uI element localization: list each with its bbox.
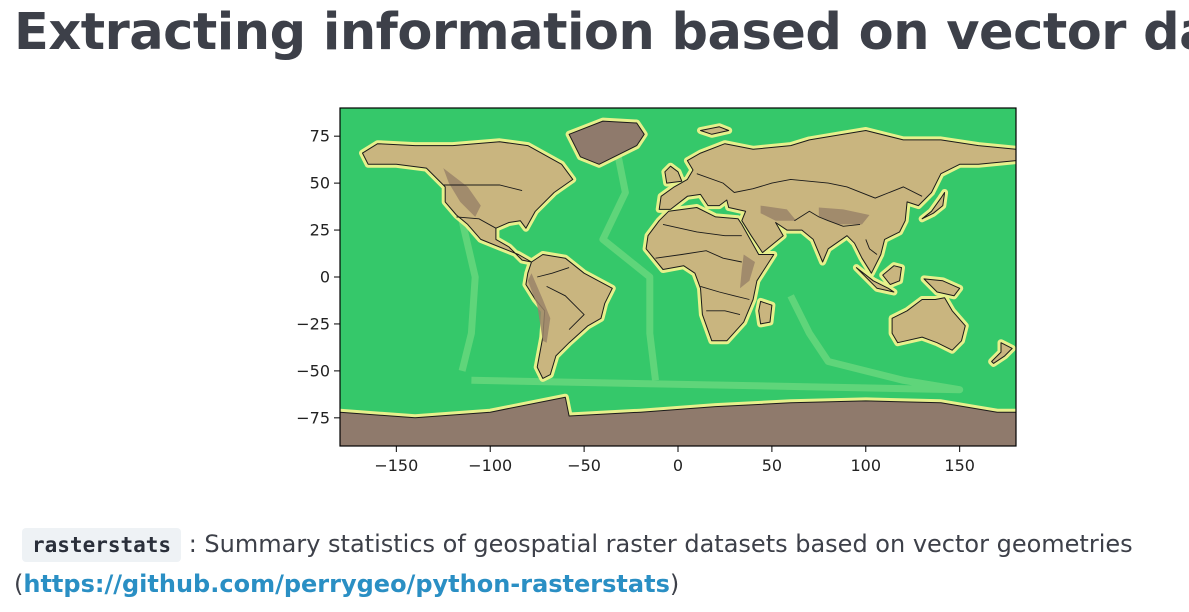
land-eurasia	[658, 130, 1016, 274]
land-indonesia-west	[855, 267, 895, 293]
country-border	[546, 285, 585, 330]
y-axis: 75 50 25 0 −25 −50 −75	[296, 127, 340, 427]
x-tick-label: 50	[762, 456, 782, 475]
y-tick-label: −50	[296, 361, 330, 380]
land-japan	[921, 192, 946, 220]
highland-andes	[527, 273, 551, 343]
world-elevation-map: 75 50 25 0 −25 −50 −75 −150 −100 −50 0 50 100 150	[296, 107, 1017, 475]
land-borneo	[882, 265, 902, 285]
country-border	[696, 173, 923, 199]
y-tick-label: 75	[310, 127, 330, 146]
x-tick-label: −150	[374, 456, 418, 475]
highland-east-africa-highlands	[740, 254, 755, 289]
caption-description: : Summary statistics of geospatial raste…	[181, 530, 1133, 558]
x-tick-label: 0	[673, 456, 683, 475]
highland-iranian-plateau	[760, 205, 797, 221]
ocean-ridge	[599, 126, 659, 381]
caption: rasterstats : Summary statistics of geos…	[14, 524, 1184, 604]
land-svalbard	[700, 126, 730, 135]
country-border	[537, 267, 570, 278]
country-border	[655, 250, 742, 263]
highland-tibetan-plateau	[818, 207, 870, 225]
land-new-guinea	[923, 278, 961, 297]
country-border	[794, 210, 861, 227]
land-africa	[645, 207, 775, 342]
land-new-zealand	[991, 342, 1013, 364]
country-border	[706, 310, 741, 316]
link-close-paren: )	[669, 570, 680, 598]
x-axis: −150 −100 −50 0 50 100 150	[374, 446, 975, 475]
land-british-isles	[664, 165, 683, 184]
ocean-ridge	[471, 294, 964, 394]
country-border	[662, 223, 742, 237]
y-tick-label: 25	[310, 221, 330, 240]
x-tick-label: 100	[851, 456, 882, 475]
land-australia	[891, 297, 966, 351]
country-border	[700, 285, 750, 300]
ocean-ridge	[458, 219, 479, 372]
link-open-paren: (	[14, 570, 24, 598]
rasterstats-github-link[interactable]: https://github.com/perrygeo/python-raste…	[23, 570, 670, 598]
rasterstats-code-label: rasterstats	[22, 528, 182, 562]
highland-rockies	[443, 168, 481, 217]
y-tick-label: 50	[310, 174, 330, 193]
y-tick-label: −25	[296, 314, 330, 333]
map-plot-area	[340, 108, 1016, 446]
land-madagascar	[758, 300, 773, 325]
land-antarctica	[340, 396, 1016, 446]
y-tick-label: −75	[296, 408, 330, 427]
country-border	[865, 239, 878, 255]
world-elevation-map-figure: 75 50 25 0 −25 −50 −75 −150 −100 −50 0 50 100 150	[290, 96, 1030, 488]
slide-title: Extracting information based on vector d…	[14, 3, 1189, 62]
x-tick-label: 150	[944, 456, 975, 475]
country-border	[443, 184, 523, 192]
x-tick-label: −100	[468, 456, 512, 475]
x-tick-label: −50	[567, 456, 601, 475]
country-border	[456, 216, 497, 229]
land-greenland	[568, 120, 645, 165]
y-tick-label: 0	[320, 268, 330, 287]
